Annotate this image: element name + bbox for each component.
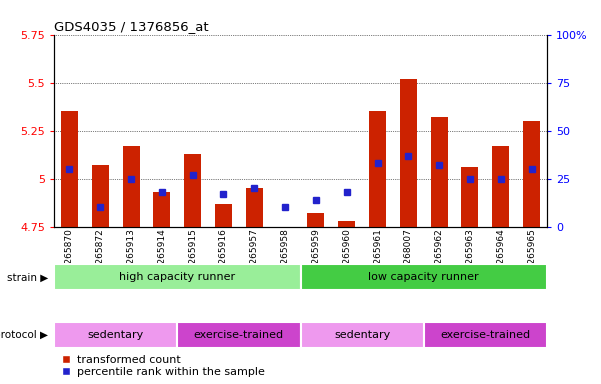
Text: high capacity runner: high capacity runner — [119, 272, 236, 283]
Bar — [276, 227, 293, 230]
Text: protocol ▶: protocol ▶ — [0, 330, 48, 340]
Bar — [92, 165, 109, 227]
Text: exercise-trained: exercise-trained — [441, 330, 530, 340]
Bar — [308, 213, 325, 227]
Bar — [424, 322, 547, 348]
Bar — [523, 121, 540, 227]
Text: exercise-trained: exercise-trained — [194, 330, 284, 340]
Bar — [54, 265, 300, 290]
Bar — [462, 167, 478, 227]
Text: sedentary: sedentary — [334, 330, 390, 340]
Bar — [61, 111, 78, 227]
Text: low capacity runner: low capacity runner — [368, 272, 479, 283]
Bar — [54, 322, 177, 348]
Text: sedentary: sedentary — [88, 330, 144, 340]
Bar — [300, 265, 547, 290]
Bar — [153, 192, 170, 227]
Bar — [492, 146, 509, 227]
Bar — [123, 146, 139, 227]
Bar — [369, 111, 386, 227]
Text: strain ▶: strain ▶ — [7, 272, 48, 283]
Bar — [177, 322, 300, 348]
Bar — [431, 117, 448, 227]
Bar — [300, 322, 424, 348]
Bar — [215, 204, 232, 227]
Legend: transformed count, percentile rank within the sample: transformed count, percentile rank withi… — [59, 354, 266, 379]
Bar — [400, 79, 416, 227]
Bar — [246, 188, 263, 227]
Text: GDS4035 / 1376856_at: GDS4035 / 1376856_at — [54, 20, 209, 33]
Bar — [338, 221, 355, 227]
Bar — [185, 154, 201, 227]
